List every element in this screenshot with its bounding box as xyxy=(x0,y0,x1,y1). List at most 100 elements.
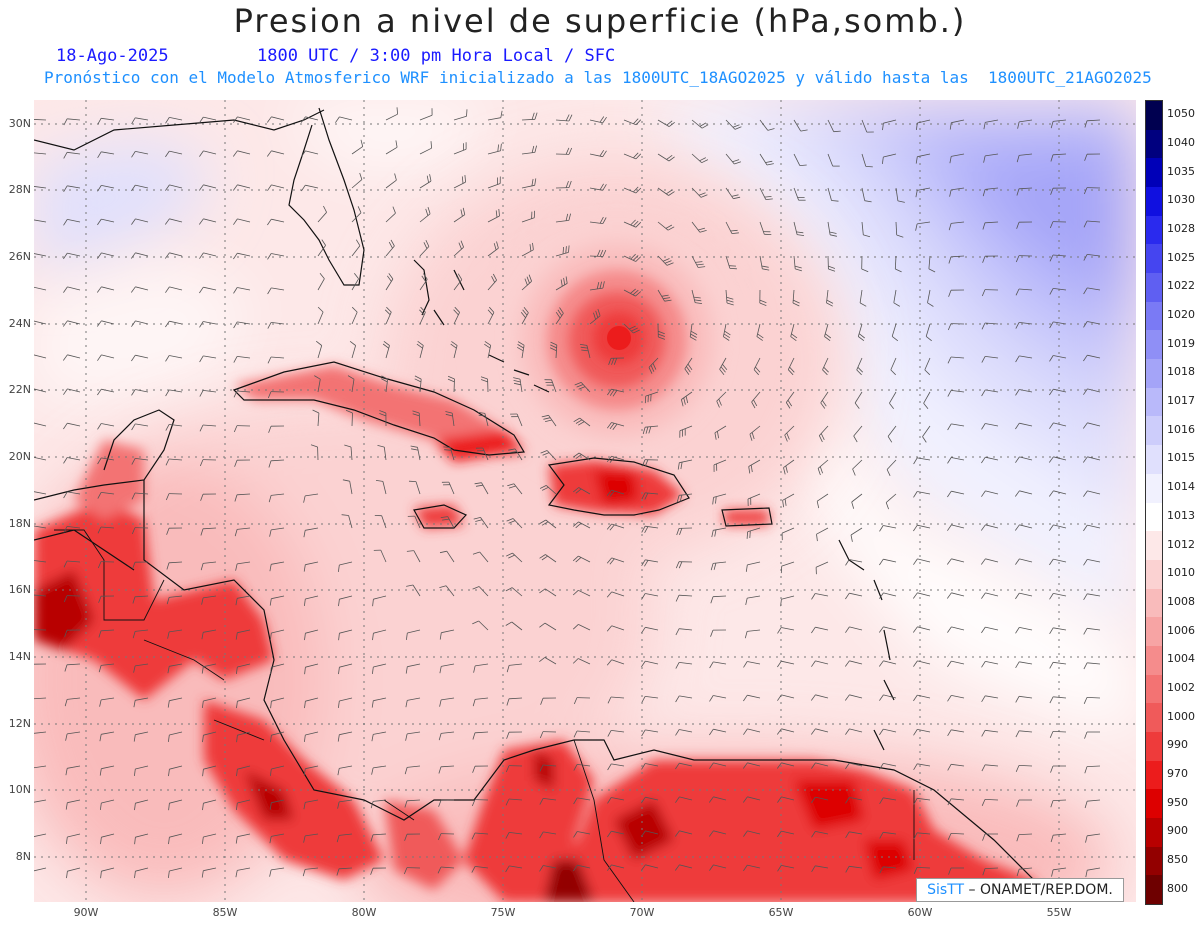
wind-barb-feather xyxy=(947,423,952,431)
wind-barb-shaft xyxy=(305,833,319,837)
wind-barb-shaft xyxy=(351,311,358,325)
wind-barb-shaft xyxy=(509,832,523,835)
wind-barb-shaft xyxy=(985,423,999,427)
wind-barb-shaft xyxy=(679,628,693,631)
wind-barb-feather xyxy=(766,163,774,166)
wind-barb-shaft xyxy=(793,221,798,235)
wind-barb-feather xyxy=(498,208,500,217)
wind-barb-feather xyxy=(783,467,786,475)
wind-barb-feather xyxy=(949,189,952,197)
wind-barb-shaft xyxy=(66,560,81,563)
wind-barb-shaft xyxy=(1087,321,1101,325)
wind-barb-feather xyxy=(879,763,884,770)
wind-barb-shaft xyxy=(484,413,489,427)
wind-barb-feather xyxy=(818,435,823,443)
wind-barb-feather xyxy=(858,333,865,339)
wind-barb-feather xyxy=(268,495,272,503)
wind-barb-feather xyxy=(268,426,272,433)
wind-barb-shaft xyxy=(101,117,115,121)
wind-barb-feather xyxy=(755,366,761,373)
wind-barb-shaft xyxy=(1087,867,1101,871)
wind-barb-feather xyxy=(794,265,802,269)
wind-barb-shaft xyxy=(317,278,325,291)
wind-barb-feather xyxy=(611,358,615,365)
wind-barb-feather xyxy=(1049,388,1054,396)
wind-barb-feather xyxy=(62,320,68,327)
wind-barb-feather xyxy=(233,287,238,294)
wind-barb-shaft xyxy=(453,312,460,325)
wind-barb-feather xyxy=(98,630,102,638)
wind-barb-feather xyxy=(1049,254,1054,262)
wind-barb-shaft xyxy=(883,119,897,124)
wind-barb-shaft xyxy=(1019,119,1033,123)
wind-barb-feather xyxy=(98,596,102,603)
wind-barb-shaft xyxy=(917,763,931,767)
wind-barb-shaft xyxy=(827,153,834,167)
wind-barb-feather xyxy=(593,312,596,320)
wind-barb-shaft xyxy=(453,345,458,359)
wind-barb-shaft xyxy=(781,694,795,699)
wind-barb-feather xyxy=(1050,154,1054,162)
wind-barb-feather xyxy=(496,241,499,249)
wind-barb-shaft xyxy=(339,731,353,736)
wind-barb-shaft xyxy=(475,663,489,667)
wind-barb-feather xyxy=(64,699,68,707)
wind-barb-feather xyxy=(982,256,986,263)
wind-barb-feather xyxy=(816,534,818,542)
wind-barb-feather xyxy=(166,528,170,535)
wind-barb-feather xyxy=(635,153,642,160)
wind-barb-feather xyxy=(524,278,528,286)
wind-barb-feather xyxy=(199,321,204,328)
wind-barb-shaft xyxy=(305,595,319,600)
wind-barb-feather xyxy=(414,378,422,383)
legend-label: 800 xyxy=(1167,881,1188,895)
wind-barb-shaft xyxy=(203,629,217,633)
wind-barb-feather xyxy=(439,550,447,554)
wind-barb-feather xyxy=(824,336,831,342)
wind-barb-shaft xyxy=(339,561,353,566)
wind-barb-feather xyxy=(811,796,816,804)
wind-barb-feather xyxy=(1082,456,1088,463)
legend-label: 1004 xyxy=(1167,652,1195,666)
wind-barb-feather xyxy=(166,597,170,605)
wind-barb-feather xyxy=(472,551,480,555)
wind-barb-feather xyxy=(99,734,102,742)
wind-barb-feather xyxy=(787,399,793,407)
wind-barb-feather xyxy=(491,276,496,283)
wind-barb-shaft xyxy=(373,799,387,802)
wind-barb-shaft xyxy=(168,561,183,564)
wind-barb-shaft xyxy=(576,730,591,733)
wind-barb-shaft xyxy=(713,695,727,699)
lon-label-80w: 80W xyxy=(351,906,377,919)
wind-barb-feather xyxy=(164,252,170,259)
wind-barb-feather xyxy=(130,252,136,259)
wind-barb-feather xyxy=(782,500,784,508)
wind-barb-shaft xyxy=(917,153,931,158)
wind-barb-shaft xyxy=(135,833,149,838)
wind-barb-feather xyxy=(131,184,136,192)
wind-barb-feather xyxy=(878,626,884,633)
wind-barb-feather xyxy=(983,122,986,130)
wind-barb-shaft xyxy=(317,379,321,393)
wind-barb-feather xyxy=(981,799,986,806)
wind-barb-feather xyxy=(386,306,392,313)
wind-barb-feather xyxy=(1014,524,1020,531)
wind-barb-feather xyxy=(517,341,525,346)
legend-swatch xyxy=(1146,359,1162,389)
wind-barb-feather xyxy=(1016,834,1020,842)
wind-barb-feather xyxy=(947,524,952,531)
wind-barb-feather xyxy=(710,563,714,571)
wind-barb-shaft xyxy=(917,187,931,191)
wind-barb-feather xyxy=(641,660,646,668)
wind-barb-shaft xyxy=(679,695,693,699)
map-title: Presion a nivel de superficie (hPa,somb.… xyxy=(233,2,967,40)
wind-barb-feather xyxy=(353,273,359,280)
legend-label: 1028 xyxy=(1167,222,1195,236)
wind-barb-feather xyxy=(303,564,306,572)
wind-barb-shaft xyxy=(169,389,183,393)
wind-barb-feather xyxy=(1083,662,1088,670)
wind-barb-feather xyxy=(493,243,497,251)
wind-barb-feather xyxy=(819,466,823,474)
wind-barb-shaft xyxy=(713,527,727,531)
legend-swatch xyxy=(1146,158,1162,188)
